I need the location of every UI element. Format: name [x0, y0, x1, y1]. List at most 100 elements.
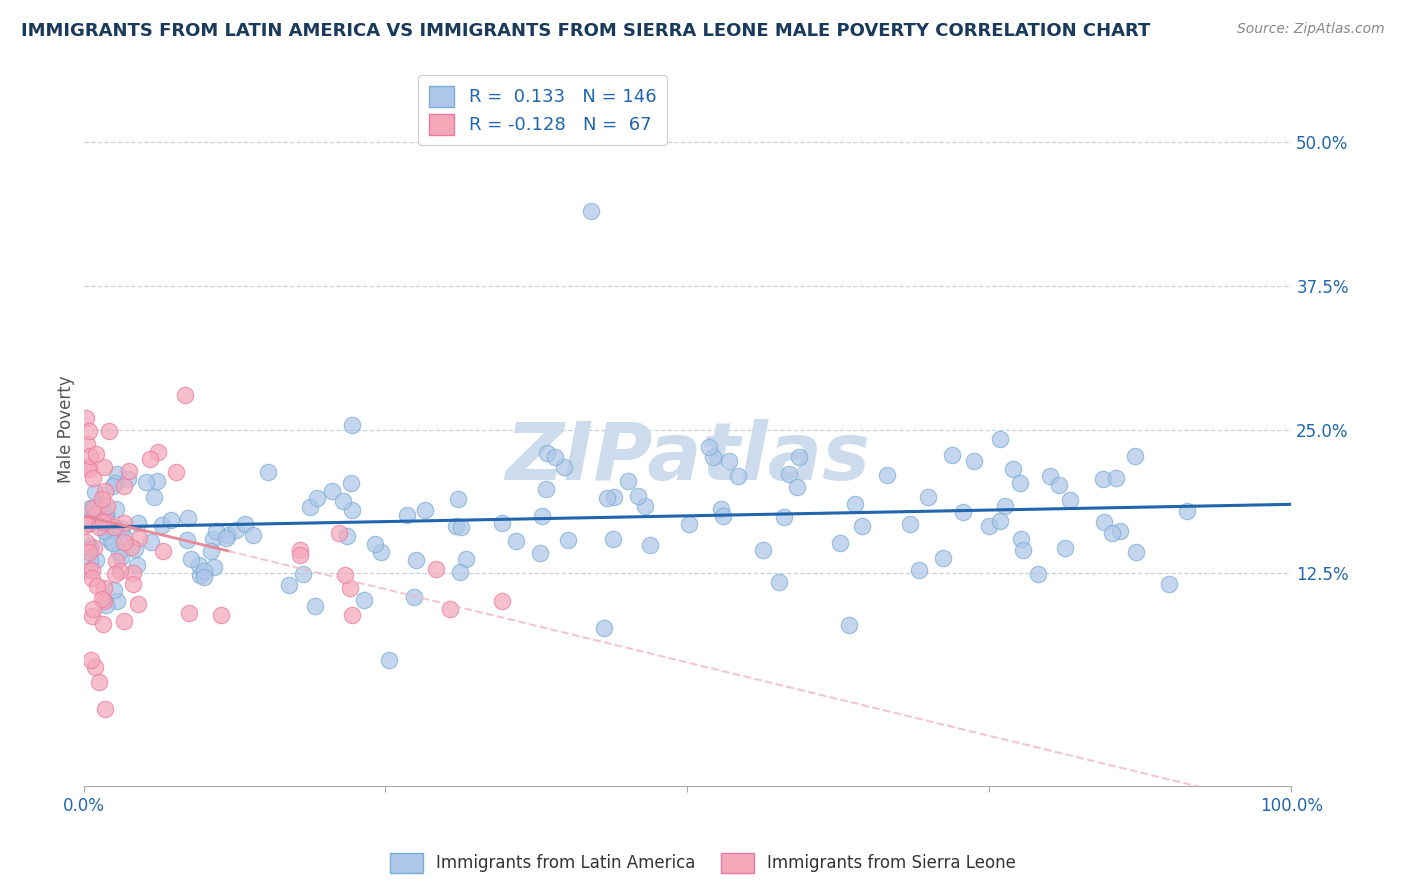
- Point: [370, 545, 392, 559]
- Point: [1109, 524, 1132, 538]
- Point: [128, 532, 150, 546]
- Point: [413, 503, 436, 517]
- Point: [104, 567, 127, 582]
- Point: [1054, 541, 1077, 556]
- Point: [209, 608, 232, 623]
- Point: [1175, 504, 1198, 518]
- Point: [110, 550, 132, 565]
- Point: [205, 524, 228, 538]
- Point: [76, 436, 98, 450]
- Point: [160, 513, 183, 527]
- Point: [617, 474, 640, 488]
- Point: [125, 558, 148, 573]
- Point: [768, 575, 790, 590]
- Point: [104, 553, 127, 567]
- Point: [75, 518, 97, 533]
- Point: [93, 459, 115, 474]
- Point: [908, 564, 931, 578]
- Point: [678, 517, 700, 532]
- Point: [112, 614, 135, 628]
- Point: [120, 540, 142, 554]
- Point: [1125, 545, 1147, 559]
- Point: [104, 476, 127, 491]
- Point: [87, 520, 110, 534]
- Point: [127, 516, 149, 530]
- Point: [93, 594, 115, 608]
- Point: [105, 502, 128, 516]
- Point: [932, 550, 955, 565]
- Point: [145, 474, 167, 488]
- Point: [994, 500, 1017, 514]
- Point: [79, 516, 101, 531]
- Point: [80, 609, 103, 624]
- Point: [143, 491, 166, 505]
- Point: [165, 466, 187, 480]
- Point: [593, 622, 616, 636]
- Point: [112, 535, 135, 549]
- Point: [177, 511, 200, 525]
- Legend: Immigrants from Latin America, Immigrants from Sierra Leone: Immigrants from Latin America, Immigrant…: [382, 847, 1024, 880]
- Point: [1002, 461, 1025, 475]
- Point: [364, 537, 387, 551]
- Point: [534, 482, 557, 496]
- Point: [353, 592, 375, 607]
- Point: [447, 491, 470, 506]
- Point: [101, 523, 124, 537]
- Point: [108, 564, 131, 578]
- Point: [105, 467, 128, 482]
- Point: [103, 582, 125, 597]
- Point: [1123, 449, 1146, 463]
- Point: [425, 561, 447, 575]
- Point: [118, 464, 141, 478]
- Point: [233, 517, 256, 532]
- Point: [82, 601, 104, 615]
- Point: [988, 432, 1011, 446]
- Point: [200, 544, 222, 558]
- Point: [201, 532, 224, 546]
- Point: [1039, 469, 1062, 483]
- Point: [77, 516, 100, 530]
- Text: Source: ZipAtlas.com: Source: ZipAtlas.com: [1237, 22, 1385, 37]
- Point: [79, 449, 101, 463]
- Point: [851, 518, 873, 533]
- Point: [627, 489, 650, 503]
- Point: [93, 581, 115, 595]
- Point: [139, 452, 162, 467]
- Point: [77, 424, 100, 438]
- Point: [90, 503, 112, 517]
- Point: [146, 445, 169, 459]
- Point: [150, 518, 173, 533]
- Point: [340, 502, 363, 516]
- Point: [340, 475, 363, 490]
- Legend: R =  0.133   N = 146, R = -0.128   N =  67: R = 0.133 N = 146, R = -0.128 N = 67: [418, 75, 666, 145]
- Point: [304, 599, 326, 613]
- Point: [553, 459, 575, 474]
- Point: [122, 576, 145, 591]
- Point: [544, 450, 567, 464]
- Point: [697, 440, 720, 454]
- Point: [531, 509, 554, 524]
- Point: [84, 485, 107, 500]
- Point: [603, 490, 626, 504]
- Point: [87, 514, 110, 528]
- Point: [193, 564, 215, 578]
- Point: [711, 509, 734, 524]
- Point: [173, 388, 195, 402]
- Point: [86, 447, 108, 461]
- Point: [702, 450, 724, 464]
- Point: [602, 532, 624, 546]
- Point: [1059, 492, 1081, 507]
- Y-axis label: Male Poverty: Male Poverty: [58, 376, 75, 483]
- Point: [93, 524, 115, 538]
- Point: [491, 516, 513, 530]
- Point: [898, 516, 921, 531]
- Point: [94, 483, 117, 498]
- Point: [439, 602, 461, 616]
- Text: ZIPatlas: ZIPatlas: [505, 419, 870, 497]
- Point: [80, 653, 103, 667]
- Point: [963, 454, 986, 468]
- Point: [80, 571, 103, 585]
- Point: [84, 507, 107, 521]
- Point: [333, 568, 356, 582]
- Point: [79, 553, 101, 567]
